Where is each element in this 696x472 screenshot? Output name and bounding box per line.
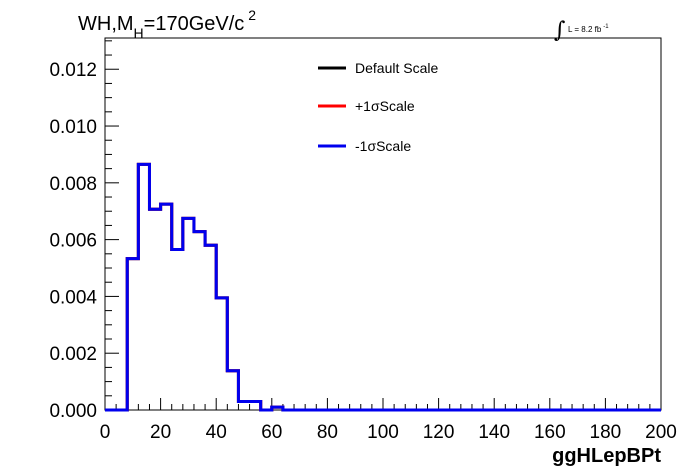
y-tick-label: 0.004 [49,287,97,308]
x-tick-label: 180 [590,422,622,443]
y-tick-label: 0.008 [49,174,97,195]
x-axis: 0 20 40 60 80 100 120 140 160 180 200 [100,398,677,443]
y-tick-label: 0.002 [49,344,97,365]
x-tick-label: 200 [645,422,677,443]
legend: Default Scale +1σScale -1σScale [318,60,438,154]
x-tick-label: 100 [367,422,399,443]
luminosity-superscript: -1 [603,24,609,30]
x-axis-label: ggHLepBPt [552,445,661,467]
luminosity-integral-symbol: ∫ [554,18,566,43]
x-tick-label: 120 [423,422,455,443]
title-value: =170GeV/c [144,13,245,35]
x-tick-label: 20 [150,422,171,443]
plot-frame [104,37,662,411]
luminosity-label: L = 8.2 fb -1 [568,24,609,34]
x-tick-label: 0 [100,422,111,443]
y-tick-label: 0.000 [49,401,97,422]
x-tick-label: 60 [261,422,282,443]
x-tick-label: 40 [206,422,227,443]
y-tick-label: 0.006 [49,231,97,252]
series-line-2 [105,162,661,412]
legend-label: +1σScale [355,98,415,114]
x-tick-label: 140 [478,422,510,443]
x-tick-label: 80 [317,422,338,443]
series-layer [105,162,661,412]
series-line-1 [105,162,661,412]
title-subscript: H [134,25,144,41]
y-tick-label: 0.010 [49,117,97,138]
legend-label: -1σScale [355,138,411,154]
series-line-0 [105,162,661,412]
x-tick-label: 160 [534,422,566,443]
y-axis: 0.000 0.002 0.004 0.006 0.008 0.010 0.012 [49,40,119,422]
title-superscript: 2 [248,7,256,23]
chart-title: WH,MH=170GeV/c 2 [78,7,256,41]
y-tick-label: 0.012 [49,60,97,81]
legend-label: Default Scale [355,60,438,76]
